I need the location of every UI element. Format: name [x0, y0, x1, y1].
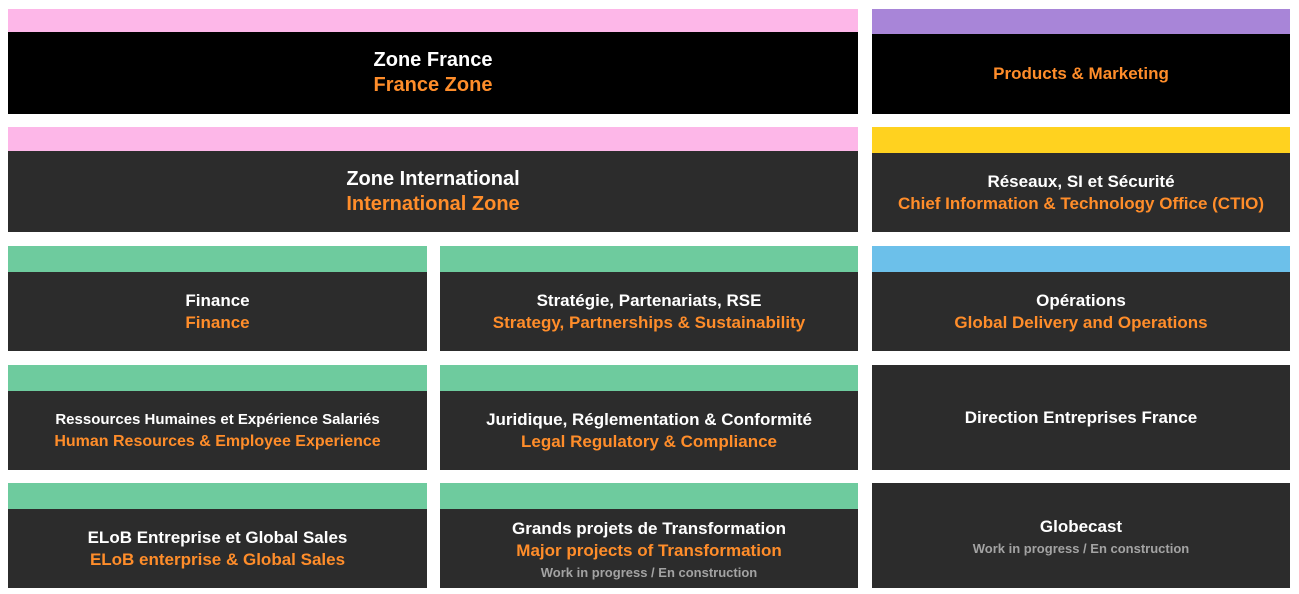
tile-title-en: Global Delivery and Operations	[954, 312, 1208, 332]
tile-title-en: Major projects of Transformation	[516, 540, 782, 560]
tile-body: Grands projets de Transformation Major p…	[440, 509, 858, 588]
tile-accent-bar	[872, 246, 1290, 272]
tile-title-en: ELoB enterprise & Global Sales	[89, 549, 346, 569]
tile-title-fr: Zone France	[373, 49, 493, 71]
tile-accent-bar	[440, 365, 858, 391]
tile-strategie[interactable]: Stratégie, Partenariats, RSE Strategy, P…	[440, 246, 858, 351]
tile-accent-bar	[872, 9, 1290, 34]
tile-title-fr: ELoB Entreprise et Global Sales	[87, 527, 348, 547]
tile-title-fr: Globecast	[1039, 516, 1123, 536]
tile-body: Ressources Humaines et Expérience Salari…	[8, 391, 427, 470]
tile-title-en: France Zone	[373, 74, 493, 96]
tile-title-fr: Stratégie, Partenariats, RSE	[536, 290, 762, 310]
tile-body: ELoB Entreprise et Global Sales ELoB ent…	[8, 509, 427, 588]
tile-title-en: Human Resources & Employee Experience	[54, 432, 381, 450]
work-in-progress-note: Work in progress / En construction	[540, 564, 758, 580]
tile-title-en: International Zone	[346, 192, 520, 215]
tile-ctio[interactable]: Réseaux, SI et Sécurité Chief Informatio…	[872, 127, 1290, 232]
tile-title-fr: Juridique, Réglementation & Conformité	[486, 409, 812, 429]
tile-rh[interactable]: Ressources Humaines et Expérience Salari…	[8, 365, 427, 470]
tile-globecast[interactable]: Globecast Work in progress / En construc…	[872, 483, 1290, 588]
tile-title-fr: Finance	[185, 290, 250, 310]
tile-body: Réseaux, SI et Sécurité Chief Informatio…	[872, 153, 1290, 232]
tile-title-en: Strategy, Partnerships & Sustainability	[492, 312, 806, 332]
tile-body: Juridique, Réglementation & Conformité L…	[440, 391, 858, 470]
tile-operations[interactable]: Opérations Global Delivery and Operation…	[872, 246, 1290, 351]
tile-body: Finance Finance	[8, 272, 427, 351]
tile-title-en: Finance	[185, 312, 250, 332]
tile-title-en: Legal Regulatory & Compliance	[521, 431, 777, 451]
tile-accent-bar	[8, 483, 427, 509]
tile-body: Products & Marketing	[872, 34, 1290, 114]
tile-zone-international[interactable]: Zone International International Zone	[8, 127, 858, 232]
tile-title-fr: Grands projets de Transformation	[512, 518, 786, 538]
tile-transformation[interactable]: Grands projets de Transformation Major p…	[440, 483, 858, 588]
tile-body: Globecast Work in progress / En construc…	[872, 483, 1290, 588]
tile-title-fr: Ressources Humaines et Expérience Salari…	[55, 410, 380, 428]
tile-accent-bar	[8, 9, 858, 32]
tile-title-fr: Réseaux, SI et Sécurité	[987, 171, 1175, 191]
tile-accent-bar	[8, 365, 427, 391]
tile-body: Opérations Global Delivery and Operation…	[872, 272, 1290, 351]
work-in-progress-note: Work in progress / En construction	[972, 540, 1190, 556]
tile-title-en: Products & Marketing	[993, 64, 1169, 83]
tile-body: Zone International International Zone	[8, 151, 858, 232]
tile-finance[interactable]: Finance Finance	[8, 246, 427, 351]
tile-title-fr: Zone International	[346, 167, 520, 190]
tile-body: Direction Entreprises France	[872, 365, 1290, 470]
tile-accent-bar	[8, 127, 858, 151]
tile-title-fr: Opérations	[1036, 290, 1126, 310]
tile-accent-bar	[8, 246, 427, 272]
tile-direction-entreprises-france[interactable]: Direction Entreprises France	[872, 365, 1290, 470]
tile-title-fr: Direction Entreprises France	[964, 407, 1198, 427]
tile-accent-bar	[440, 483, 858, 509]
tile-elob[interactable]: ELoB Entreprise et Global Sales ELoB ent…	[8, 483, 427, 588]
tile-accent-bar	[872, 127, 1290, 153]
tile-body: Stratégie, Partenariats, RSE Strategy, P…	[440, 272, 858, 351]
tile-body: Zone France France Zone	[8, 32, 858, 114]
tile-juridique[interactable]: Juridique, Réglementation & Conformité L…	[440, 365, 858, 470]
tile-products-marketing[interactable]: Products & Marketing	[872, 9, 1290, 114]
tile-accent-bar	[440, 246, 858, 272]
tile-title-en: Chief Information & Technology Office (C…	[897, 193, 1265, 213]
tile-zone-france[interactable]: Zone France France Zone	[8, 9, 858, 114]
